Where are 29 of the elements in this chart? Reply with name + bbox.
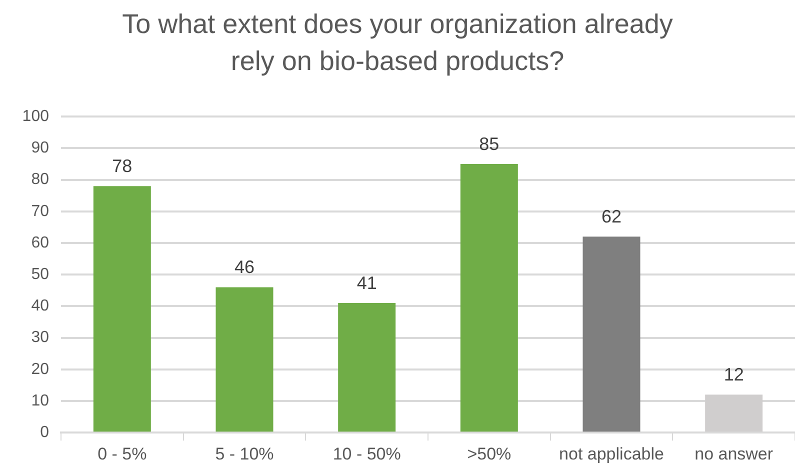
- bar: [338, 303, 396, 432]
- bar: [460, 164, 518, 432]
- data-label: 41: [356, 273, 377, 294]
- x-tick-label: 5 - 10%: [215, 444, 274, 464]
- y-tick-label: 70: [31, 202, 50, 220]
- data-label: 62: [601, 206, 622, 227]
- y-tick-label: 20: [31, 360, 50, 378]
- data-label: 12: [724, 364, 744, 385]
- x-tick-label: not applicable: [559, 444, 664, 464]
- y-tick-label: 30: [31, 329, 50, 346]
- bar: [216, 287, 274, 432]
- bar: [93, 186, 151, 432]
- y-tick-label: 90: [31, 140, 50, 157]
- data-label: 46: [234, 257, 255, 278]
- x-tick-label: >50%: [467, 444, 512, 464]
- x-tick-label: 10 - 50%: [332, 444, 401, 464]
- data-label: 85: [479, 134, 500, 154]
- x-tick-label: no answer: [694, 444, 774, 464]
- y-tick-label: 50: [31, 266, 50, 284]
- x-tick-label: 0 - 5%: [98, 444, 147, 464]
- data-label: 78: [112, 156, 132, 176]
- y-tick-label: 80: [31, 171, 50, 188]
- bar: [582, 236, 640, 432]
- y-tick-label: 10: [31, 392, 50, 410]
- chart-title: To what extent does your organization already rely on bio-based products?: [121, 8, 674, 78]
- y-tick-label: 100: [22, 108, 50, 126]
- y-tick-label: 0: [40, 424, 50, 442]
- y-tick-label: 40: [31, 298, 50, 315]
- y-tick-label: 60: [31, 234, 50, 252]
